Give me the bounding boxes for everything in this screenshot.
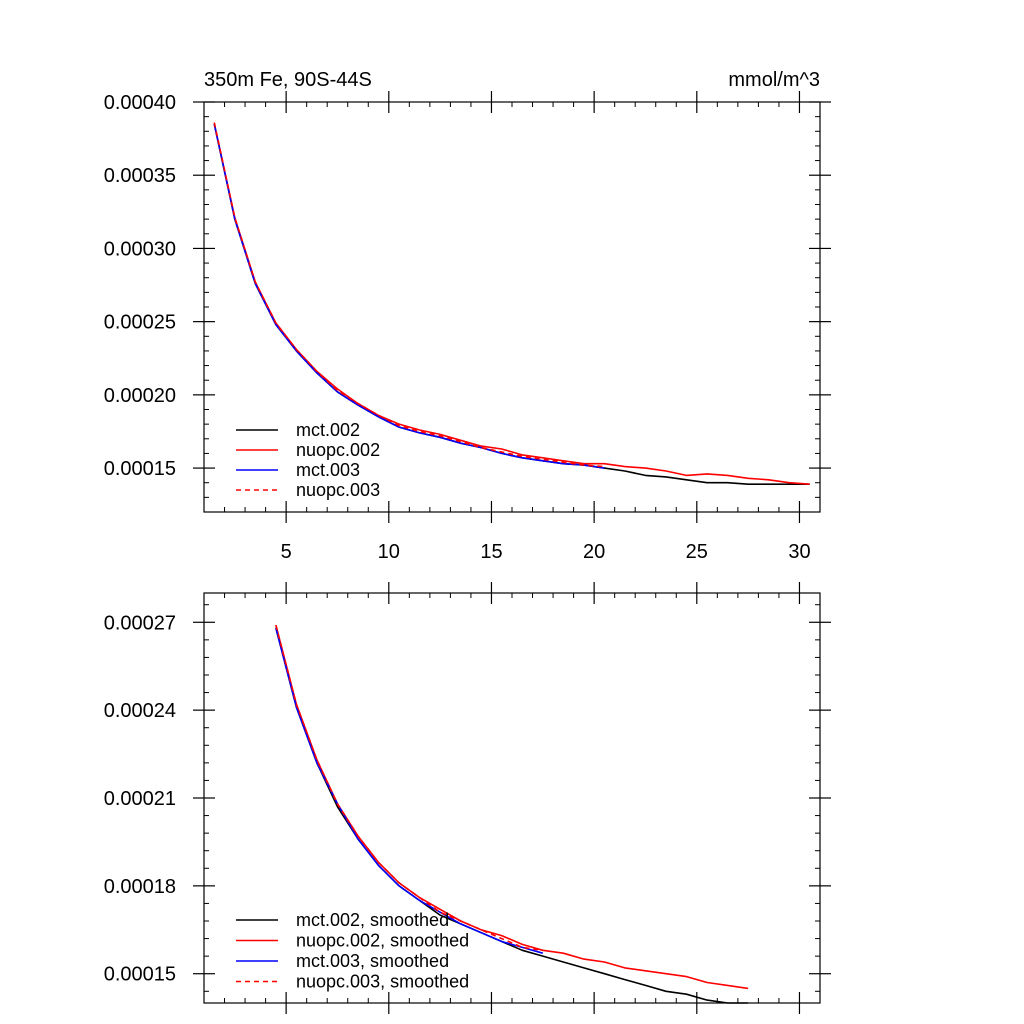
chart-units: mmol/m^3 — [728, 69, 820, 91]
x-tick-label: 15 — [480, 541, 502, 563]
y-tick-label: 0.00025 — [104, 312, 176, 334]
top-chart: 350m Fe, 90S-44S mmol/m^3 5 10 15 20 25 30 0.0… — [104, 69, 831, 563]
legend-label: nuopc.003 — [296, 480, 380, 500]
legend-label: nuopc.003, smoothed — [296, 972, 469, 992]
x-tick-label: 20 — [583, 541, 605, 563]
y-tick-label: 0.00024 — [104, 700, 176, 722]
bottom-chart: 0.00015 0.00018 0.00021 0.00024 0.00027 mct.0… — [104, 582, 831, 1014]
chart-title: 350m Fe, 90S-44S — [204, 69, 372, 91]
series-line-nuopc-002-smoothed — [275, 624, 749, 990]
y-tick-label: 0.00030 — [104, 238, 176, 260]
y-tick-label: 0.00021 — [104, 788, 176, 810]
legend-label: mct.002, smoothed — [296, 910, 449, 930]
y-tick-label: 0.00040 — [104, 92, 176, 114]
legend-label: nuopc.002 — [296, 440, 380, 460]
y-tick-label: 0.00015 — [104, 458, 176, 480]
legend-label: mct.003 — [296, 460, 360, 480]
series-line-nuopc-003-smoothed — [275, 624, 543, 952]
y-tick-label: 0.00027 — [104, 612, 176, 634]
x-tick-label: 25 — [686, 541, 708, 563]
y-tick-label: 0.00015 — [104, 964, 176, 986]
legend-label: mct.002 — [296, 420, 360, 440]
legend-label: mct.003, smoothed — [296, 951, 449, 971]
y-tick-label: 0.00020 — [104, 385, 176, 407]
y-tick-label: 0.00018 — [104, 876, 176, 898]
series-line-mct-003-smoothed — [275, 627, 544, 954]
y-tick-label: 0.00035 — [104, 165, 176, 187]
series-line-nuopc-003 — [213, 122, 605, 468]
series-line-nuopc-002 — [213, 123, 810, 485]
x-tick-label: 5 — [281, 541, 292, 563]
x-tick-label: 30 — [788, 541, 810, 563]
series-line-mct-003 — [213, 123, 605, 469]
legend-label: nuopc.002, smoothed — [296, 931, 469, 951]
x-tick-label: 10 — [378, 541, 400, 563]
